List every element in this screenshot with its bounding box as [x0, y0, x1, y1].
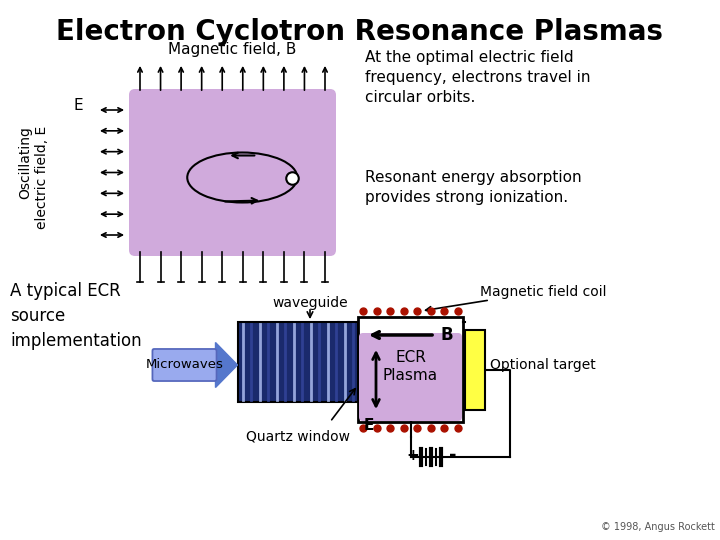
FancyBboxPatch shape — [129, 89, 336, 256]
Text: ECR
Plasma: ECR Plasma — [383, 350, 438, 383]
Text: Quartz window: Quartz window — [246, 430, 350, 444]
Text: E: E — [73, 98, 83, 112]
Text: B: B — [441, 326, 454, 344]
Text: waveguide: waveguide — [272, 296, 348, 310]
Text: +: + — [406, 448, 419, 462]
Text: Magnetic field coil: Magnetic field coil — [480, 285, 606, 299]
Text: Electron Cyclotron Resonance Plasmas: Electron Cyclotron Resonance Plasmas — [56, 18, 664, 46]
Text: E: E — [364, 418, 374, 433]
Text: -: - — [449, 446, 456, 464]
Bar — [238, 322, 358, 402]
FancyArrow shape — [153, 342, 238, 388]
FancyBboxPatch shape — [359, 333, 462, 421]
Bar — [465, 330, 485, 410]
Text: At the optimal electric field
frequency, electrons travel in
circular orbits.: At the optimal electric field frequency,… — [365, 50, 590, 105]
Bar — [358, 317, 463, 422]
Text: A typical ECR
source
implementation: A typical ECR source implementation — [10, 282, 142, 350]
Text: Optional target: Optional target — [490, 358, 595, 372]
Text: Resonant energy absorption
provides strong ionization.: Resonant energy absorption provides stro… — [365, 170, 582, 205]
Text: Microwaves: Microwaves — [145, 359, 223, 372]
Text: electric field, E: electric field, E — [35, 126, 49, 229]
Text: © 1998, Angus Rockett: © 1998, Angus Rockett — [601, 522, 715, 532]
Text: Oscillating: Oscillating — [18, 126, 32, 199]
FancyBboxPatch shape — [153, 349, 217, 381]
Text: Magnetic field, B: Magnetic field, B — [168, 42, 297, 57]
